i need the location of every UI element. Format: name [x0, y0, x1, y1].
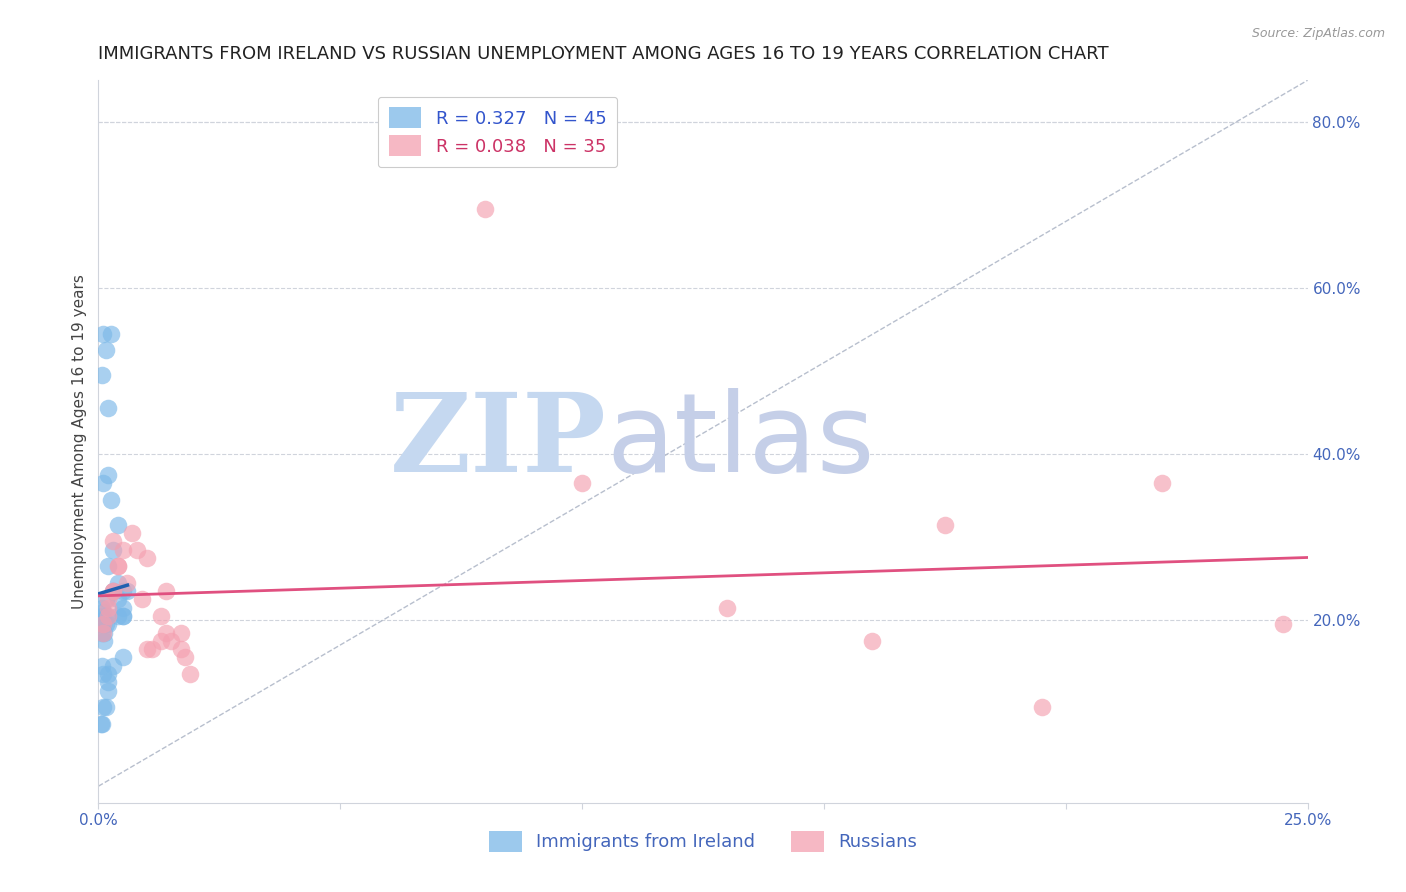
- Point: [97, 667, 120, 681]
- Point: [117, 584, 139, 599]
- Point: [155, 584, 177, 599]
- Point: [100, 492, 122, 507]
- Point: [135, 642, 157, 657]
- Point: [91, 667, 114, 681]
- Point: [91, 617, 114, 632]
- Point: [141, 642, 163, 657]
- Point: [101, 584, 124, 599]
- Point: [107, 559, 129, 574]
- Point: [93, 633, 115, 648]
- Point: [101, 584, 124, 599]
- Point: [174, 650, 197, 665]
- Text: IMMIGRANTS FROM IRELAND VS RUSSIAN UNEMPLOYMENT AMONG AGES 16 TO 19 YEARS CORREL: IMMIGRANTS FROM IRELAND VS RUSSIAN UNEMP…: [98, 45, 1109, 63]
- Point: [131, 592, 153, 607]
- Point: [169, 642, 191, 657]
- Point: [93, 625, 115, 640]
- Point: [1031, 700, 1053, 714]
- Point: [160, 633, 183, 648]
- Point: [97, 592, 120, 607]
- Point: [101, 542, 124, 557]
- Point: [716, 600, 738, 615]
- Text: Source: ZipAtlas.com: Source: ZipAtlas.com: [1251, 27, 1385, 40]
- Point: [111, 600, 134, 615]
- Point: [91, 609, 114, 624]
- Point: [1152, 476, 1174, 491]
- Point: [97, 675, 120, 690]
- Point: [94, 700, 117, 714]
- Point: [111, 542, 134, 557]
- Point: [169, 625, 191, 640]
- Point: [91, 625, 114, 640]
- Point: [90, 717, 112, 731]
- Point: [179, 667, 201, 681]
- Point: [94, 592, 117, 607]
- Point: [91, 605, 114, 619]
- Point: [94, 343, 117, 358]
- Point: [94, 617, 117, 632]
- Y-axis label: Unemployment Among Ages 16 to 19 years: Unemployment Among Ages 16 to 19 years: [72, 274, 87, 609]
- Point: [474, 202, 496, 216]
- Point: [135, 550, 157, 565]
- Point: [101, 584, 124, 599]
- Point: [150, 609, 173, 624]
- Point: [107, 609, 129, 624]
- Point: [127, 542, 149, 557]
- Point: [91, 600, 114, 615]
- Point: [90, 617, 112, 632]
- Point: [155, 625, 177, 640]
- Point: [96, 609, 118, 624]
- Point: [150, 633, 173, 648]
- Point: [91, 613, 114, 627]
- Point: [111, 584, 134, 599]
- Point: [97, 683, 120, 698]
- Point: [91, 700, 114, 714]
- Point: [111, 609, 134, 624]
- Point: [97, 467, 120, 482]
- Point: [1272, 617, 1295, 632]
- Point: [91, 658, 114, 673]
- Point: [107, 517, 129, 532]
- Point: [91, 368, 114, 383]
- Point: [91, 476, 114, 491]
- Point: [111, 609, 134, 624]
- Point: [934, 517, 956, 532]
- Point: [571, 476, 593, 491]
- Point: [91, 326, 114, 341]
- Point: [97, 600, 120, 615]
- Point: [97, 617, 120, 632]
- Point: [107, 575, 129, 590]
- Point: [107, 559, 129, 574]
- Point: [107, 592, 129, 607]
- Point: [91, 617, 114, 632]
- Point: [91, 625, 114, 640]
- Point: [91, 617, 114, 632]
- Point: [101, 658, 124, 673]
- Point: [860, 633, 883, 648]
- Point: [91, 717, 114, 731]
- Text: atlas: atlas: [606, 388, 875, 495]
- Point: [111, 650, 134, 665]
- Point: [97, 401, 120, 416]
- Text: ZIP: ZIP: [389, 388, 606, 495]
- Point: [100, 326, 122, 341]
- Point: [97, 559, 120, 574]
- Point: [97, 609, 120, 624]
- Legend: Immigrants from Ireland, Russians: Immigrants from Ireland, Russians: [482, 823, 924, 859]
- Point: [101, 534, 124, 549]
- Point: [117, 575, 139, 590]
- Point: [121, 525, 143, 540]
